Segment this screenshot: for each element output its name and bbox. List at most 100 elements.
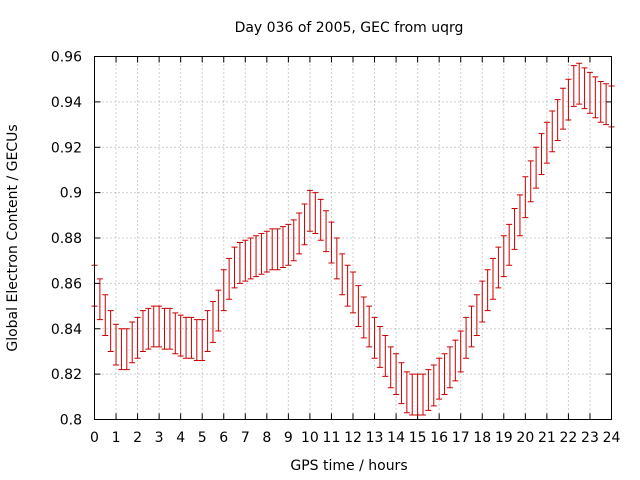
y-axis-label: Global Electron Content / GECUs (5, 124, 21, 351)
data-point-errorbar (296, 212, 303, 255)
x-tick-label: 15 (409, 430, 427, 446)
data-point-errorbar (253, 235, 260, 278)
data-point-errorbar (581, 67, 588, 110)
data-point-errorbar (150, 305, 157, 348)
data-point-errorbar (446, 346, 453, 389)
x-tick-label: 4 (176, 430, 185, 446)
data-point-errorbar (565, 78, 572, 121)
x-tick-label: 13 (366, 430, 384, 446)
data-point-errorbar (516, 194, 523, 237)
data-point-errorbar (533, 146, 540, 189)
x-tick-label: 8 (262, 430, 271, 446)
data-point-errorbar (457, 330, 464, 373)
data-point-errorbar (193, 319, 200, 362)
data-point-errorbar (306, 189, 313, 232)
data-point-errorbar (269, 228, 276, 271)
x-tick-label: 22 (560, 430, 578, 446)
x-tick-label: 18 (473, 430, 491, 446)
data-point-errorbar (183, 316, 190, 359)
data-point-errorbar (420, 373, 427, 416)
x-tick-label: 16 (430, 430, 448, 446)
data-point-errorbar (145, 307, 152, 350)
y-tick-label: 0.88 (51, 231, 82, 247)
x-tick-label: 12 (344, 430, 362, 446)
data-point-errorbar (129, 321, 136, 364)
data-point-errorbar (96, 278, 103, 321)
data-point-errorbar (323, 210, 330, 253)
data-point-errorbar (350, 271, 356, 314)
data-point-errorbar (436, 357, 443, 400)
x-tick-label: 2 (133, 430, 142, 446)
data-point-errorbar (102, 294, 109, 337)
x-tick-label: 21 (538, 430, 556, 446)
data-point-errorbar (107, 310, 114, 352)
data-point-errorbar (113, 323, 120, 366)
data-point-errorbar (468, 305, 475, 348)
data-point-errorbar (425, 369, 432, 411)
data-point-errorbar (576, 62, 583, 105)
x-tick-label: 19 (495, 430, 513, 446)
data-point-errorbar (538, 133, 545, 175)
data-point-errorbar (527, 160, 534, 203)
data-point-errorbar (371, 316, 378, 359)
data-point-errorbar (473, 294, 480, 337)
y-tick-label: 0.92 (51, 140, 82, 156)
data-point-errorbar (226, 257, 233, 300)
data-point-errorbar (403, 371, 410, 414)
x-tick-label: 6 (219, 430, 228, 446)
data-point-errorbar (382, 335, 389, 377)
data-point-errorbar (490, 257, 497, 300)
data-point-errorbar (156, 305, 163, 348)
x-tick-label: 1 (112, 430, 121, 446)
gec-series (91, 62, 615, 416)
data-point-errorbar (511, 208, 518, 250)
data-point-errorbar (344, 264, 351, 307)
x-tick-label: 5 (198, 430, 207, 446)
data-point-errorbar (236, 242, 243, 284)
data-point-errorbar (393, 353, 400, 396)
x-tick-label: 9 (284, 430, 293, 446)
data-point-errorbar (166, 307, 173, 350)
data-point-errorbar (220, 269, 227, 312)
x-tick-label: 24 (603, 430, 621, 446)
data-point-errorbar (430, 364, 437, 407)
data-point-errorbar (603, 83, 610, 126)
x-tick-label: 17 (452, 430, 470, 446)
x-tick-label: 23 (581, 430, 599, 446)
y-tick-label: 0.82 (51, 367, 82, 383)
data-point-errorbar (500, 235, 507, 278)
x-tick-label: 7 (241, 430, 250, 446)
data-point-errorbar (312, 192, 319, 234)
y-tick-label: 0.94 (51, 95, 82, 111)
data-point-errorbar (484, 269, 491, 312)
data-point-errorbar (177, 314, 184, 357)
data-point-errorbar (123, 328, 130, 371)
data-point-errorbar (247, 237, 254, 280)
x-tick-label: 3 (155, 430, 164, 446)
y-tick-label: 0.9 (60, 186, 82, 202)
data-point-errorbar (586, 71, 593, 114)
data-point-errorbar (554, 99, 561, 141)
data-point-errorbar (549, 110, 556, 153)
y-tick-label: 0.86 (51, 276, 82, 292)
chart-title: Day 036 of 2005, GEC from uqrg (235, 20, 464, 36)
data-point-errorbar (560, 87, 567, 130)
data-point-errorbar (134, 316, 141, 359)
data-point-errorbar (592, 76, 599, 119)
x-tick-label: 0 (90, 430, 99, 446)
data-point-errorbar (328, 221, 335, 264)
data-point-errorbar (452, 339, 459, 382)
data-point-errorbar (333, 237, 340, 280)
y-tick-label: 0.96 (51, 50, 82, 66)
data-point-errorbar (414, 373, 421, 416)
data-point-errorbar (409, 373, 416, 416)
data-point-errorbar (339, 253, 346, 296)
data-point-errorbar (570, 65, 577, 107)
data-point-errorbar (522, 176, 529, 219)
data-point-errorbar (317, 198, 324, 241)
data-point-errorbar (274, 228, 281, 271)
data-point-errorbar (360, 296, 367, 339)
data-point-errorbar (366, 305, 373, 348)
y-axis-ticks: 0.8 0.82 0.84 0.86 0.88 0.9 0.92 0.94 0.96 (51, 50, 612, 429)
